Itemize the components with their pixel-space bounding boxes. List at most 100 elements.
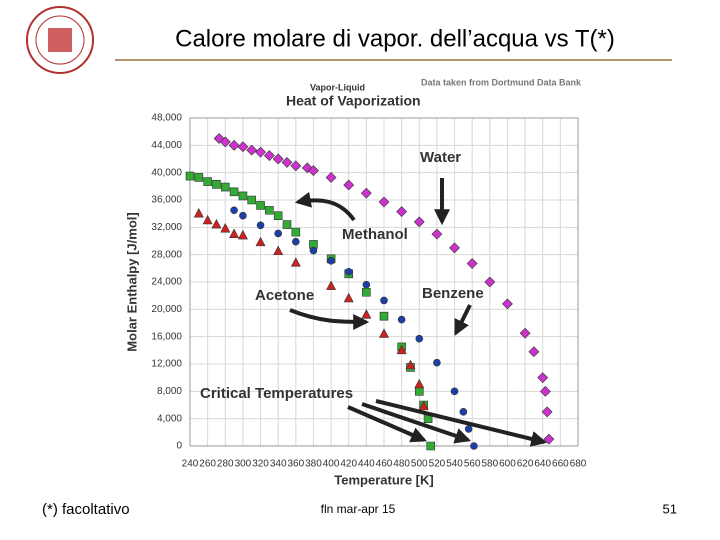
point xyxy=(211,218,222,229)
x-tick-label: 480 xyxy=(393,459,410,470)
y-tick-label: 28,000 xyxy=(151,249,182,260)
y-axis-label: Molar Enthalpy [J/mol] xyxy=(124,212,139,351)
point xyxy=(541,406,553,418)
point xyxy=(413,216,425,228)
annotation: Critical Temperatures xyxy=(200,385,353,402)
y-tick-label: 12,000 xyxy=(151,359,182,370)
y-tick-label: 20,000 xyxy=(151,304,182,315)
point xyxy=(202,214,213,225)
x-axis-label: Temperature [K] xyxy=(334,472,433,487)
point xyxy=(239,211,247,220)
point xyxy=(418,400,429,411)
point xyxy=(238,191,248,201)
point xyxy=(263,150,275,162)
point xyxy=(291,227,301,237)
x-tick-label: 560 xyxy=(464,459,481,470)
y-tick-label: 4,000 xyxy=(157,413,182,424)
point xyxy=(194,173,204,182)
point xyxy=(405,359,416,370)
point xyxy=(396,344,407,355)
point xyxy=(396,206,408,218)
point xyxy=(361,309,372,319)
point xyxy=(326,280,337,290)
point xyxy=(193,208,204,218)
point xyxy=(290,160,302,172)
point xyxy=(237,141,249,153)
point xyxy=(229,228,240,238)
x-tick-label: 440 xyxy=(358,459,375,470)
x-tick-label: 420 xyxy=(340,459,357,470)
x-tick-label: 500 xyxy=(411,459,428,470)
point xyxy=(309,246,318,255)
x-tick-label: 240 xyxy=(182,459,199,470)
x-tick-label: 460 xyxy=(376,459,393,470)
point xyxy=(450,387,459,396)
series-label: Methanol xyxy=(342,226,408,243)
point xyxy=(433,358,441,367)
x-tick-label: 660 xyxy=(552,459,569,470)
point xyxy=(327,257,335,265)
point xyxy=(273,211,283,221)
x-tick-label: 300 xyxy=(235,459,252,470)
plot-frame xyxy=(189,117,579,447)
y-tick-label: 48,000 xyxy=(151,113,182,124)
point xyxy=(380,296,388,305)
point xyxy=(203,177,212,186)
point xyxy=(247,195,257,205)
point xyxy=(449,242,460,254)
point xyxy=(414,387,424,396)
point xyxy=(230,206,238,215)
y-tick-label: 0 xyxy=(176,441,182,452)
series-label: Benzene xyxy=(422,285,484,302)
point xyxy=(309,240,318,249)
point xyxy=(459,408,468,416)
x-tick-label: 620 xyxy=(517,459,534,470)
point xyxy=(308,165,319,177)
x-tick-label: 640 xyxy=(534,459,551,470)
point xyxy=(255,146,266,158)
point xyxy=(362,280,371,289)
point xyxy=(237,229,248,240)
point xyxy=(414,378,425,389)
point xyxy=(537,372,549,384)
point xyxy=(265,205,274,215)
point xyxy=(528,346,540,358)
point xyxy=(292,237,300,246)
point xyxy=(256,221,265,230)
x-tick-label: 360 xyxy=(287,459,304,470)
x-tick-label: 340 xyxy=(270,459,287,470)
point xyxy=(502,298,513,310)
point xyxy=(220,182,230,192)
point xyxy=(229,187,239,197)
point xyxy=(255,236,266,247)
arrows xyxy=(289,178,548,447)
point xyxy=(256,201,265,210)
y-tick-label: 16,000 xyxy=(151,331,182,342)
point xyxy=(426,441,436,451)
series-label: Water xyxy=(420,149,461,166)
chart-title: Heat of Vaporization xyxy=(286,93,421,109)
y-tick-label: 36,000 xyxy=(151,195,182,206)
slide-title: Calore molare di vapor. dell’acqua vs T(… xyxy=(175,25,615,52)
point xyxy=(484,276,496,288)
point xyxy=(362,287,371,297)
point xyxy=(360,187,372,199)
y-tick-label: 8,000 xyxy=(157,386,182,397)
chart-source: Data taken from Dortmund Data Bank xyxy=(421,77,582,87)
point xyxy=(212,179,221,189)
y-tick-label: 40,000 xyxy=(151,167,182,178)
point xyxy=(344,267,353,276)
point xyxy=(543,433,555,445)
x-tick-label: 280 xyxy=(217,459,234,470)
point xyxy=(290,257,301,267)
point xyxy=(379,311,389,321)
chart-subtitle: Vapor-Liquid xyxy=(310,82,365,92)
x-tick-label: 580 xyxy=(481,459,498,470)
logo xyxy=(26,6,94,74)
point xyxy=(519,327,531,339)
point xyxy=(466,258,478,269)
point xyxy=(325,172,337,183)
point xyxy=(464,425,473,433)
point xyxy=(274,229,282,238)
